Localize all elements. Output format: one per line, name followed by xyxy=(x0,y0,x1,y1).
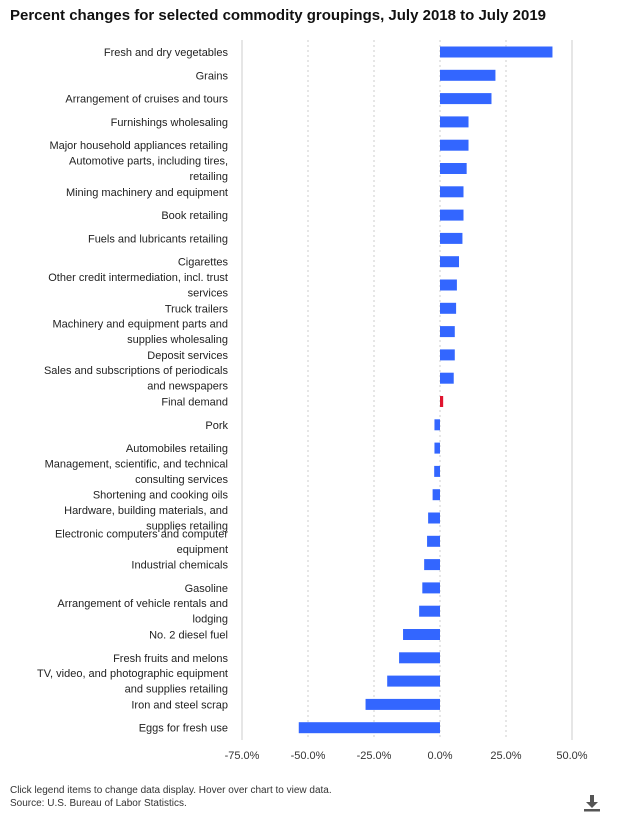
bar[interactable] xyxy=(440,349,455,361)
gridlines xyxy=(241,40,573,740)
bar[interactable] xyxy=(403,629,440,640)
category-label: Eggs for fresh use xyxy=(139,723,228,735)
bar[interactable] xyxy=(387,675,440,687)
bar[interactable] xyxy=(440,302,457,314)
x-tick-label: -75.0% xyxy=(225,750,260,762)
bar[interactable] xyxy=(440,163,467,174)
category-label: services xyxy=(188,288,229,300)
category-label: Deposit services xyxy=(147,350,228,362)
bars xyxy=(298,46,553,734)
category-label: TV, video, and photographic equipment xyxy=(37,668,228,680)
bar[interactable] xyxy=(440,186,464,198)
download-icon[interactable] xyxy=(582,793,602,813)
bar[interactable] xyxy=(399,652,440,664)
category-label: Book retailing xyxy=(161,210,228,222)
bar[interactable] xyxy=(440,139,469,151)
category-label: equipment xyxy=(177,544,228,556)
category-label: Fresh and dry vegetables xyxy=(104,47,229,59)
category-label: Arrangement of vehicle rentals and xyxy=(57,598,228,610)
category-label: Furnishings wholesaling xyxy=(111,117,228,129)
category-label: supplies wholesaling xyxy=(127,334,228,346)
category-label: consulting services xyxy=(135,474,228,486)
x-tick-label: -25.0% xyxy=(357,750,392,762)
x-tick-label: 25.0% xyxy=(490,750,521,762)
category-label: Machinery and equipment parts and xyxy=(53,319,229,331)
bar-chart[interactable]: Fresh and dry vegetables Grains Arrangemen… xyxy=(0,0,622,780)
category-label: Automotive parts, including tires, xyxy=(69,156,228,168)
bar[interactable] xyxy=(440,372,454,384)
bar[interactable] xyxy=(440,326,455,338)
bar[interactable] xyxy=(432,489,440,501)
chart-source: Source: U.S. Bureau of Labor Statistics. xyxy=(10,798,187,809)
category-label: Gasoline xyxy=(185,583,228,595)
category-label: Grains xyxy=(196,70,229,82)
bar[interactable] xyxy=(434,442,440,454)
bar[interactable] xyxy=(422,582,440,594)
category-label: Fuels and lubricants retailing xyxy=(88,233,228,245)
category-label: No. 2 diesel fuel xyxy=(149,630,228,642)
bar[interactable] xyxy=(365,698,440,710)
bar[interactable] xyxy=(298,722,440,734)
category-labels: Fresh and dry vegetables Grains Arrangemen… xyxy=(37,47,229,735)
x-tick-label: 50.0% xyxy=(556,750,587,762)
category-label: and newspapers xyxy=(147,381,228,393)
category-label: Arrangement of cruises and tours xyxy=(65,94,228,106)
chart-title: Percent changes for selected commodity g… xyxy=(10,7,547,24)
category-label: Final demand xyxy=(161,397,228,409)
bar[interactable] xyxy=(440,396,444,407)
bar[interactable] xyxy=(440,46,553,58)
category-label: Hardware, building materials, and xyxy=(64,505,228,517)
category-label: Cigarettes xyxy=(178,257,229,269)
bar[interactable] xyxy=(440,256,460,268)
x-axis-tick-labels: -75.0% -50.0% -25.0% 0.0% 25.0% 50.0% xyxy=(225,750,588,762)
category-label: Electronic computers and computer xyxy=(55,528,228,540)
category-label: Fresh fruits and melons xyxy=(113,653,228,665)
category-label: supplies retailing xyxy=(146,521,228,533)
category-label: and supplies retailing xyxy=(125,684,228,696)
bar[interactable] xyxy=(440,93,492,105)
bar[interactable] xyxy=(440,232,463,244)
category-label: Major household appliances retailing xyxy=(49,140,228,152)
category-label: retailing xyxy=(189,171,228,183)
x-tick-label: 0.0% xyxy=(427,750,452,762)
bar[interactable] xyxy=(424,559,440,571)
category-label: Other credit intermediation, incl. trust xyxy=(48,272,228,284)
bar[interactable] xyxy=(440,69,496,81)
category-label: lodging xyxy=(193,614,228,626)
bar[interactable] xyxy=(440,116,469,128)
bar[interactable] xyxy=(419,605,440,617)
bar[interactable] xyxy=(434,465,440,477)
category-label: Shortening and cooking oils xyxy=(93,490,229,502)
category-label: Sales and subscriptions of periodicals xyxy=(44,365,229,377)
bar[interactable] xyxy=(440,279,457,291)
x-tick-label: -50.0% xyxy=(291,750,326,762)
category-label: Automobiles retailing xyxy=(126,443,228,455)
category-label: Industrial chemicals xyxy=(131,560,228,572)
bar[interactable] xyxy=(427,535,440,547)
chart-instructions: Click legend items to change data displa… xyxy=(10,785,332,796)
bar[interactable] xyxy=(434,419,440,431)
category-label: Iron and steel scrap xyxy=(131,699,228,711)
category-label: Pork xyxy=(205,420,228,432)
category-label: Mining machinery and equipment xyxy=(66,187,228,199)
bar[interactable] xyxy=(440,209,464,221)
bar[interactable] xyxy=(428,512,440,524)
category-label: Management, scientific, and technical xyxy=(45,458,228,470)
category-label: Truck trailers xyxy=(165,303,229,315)
